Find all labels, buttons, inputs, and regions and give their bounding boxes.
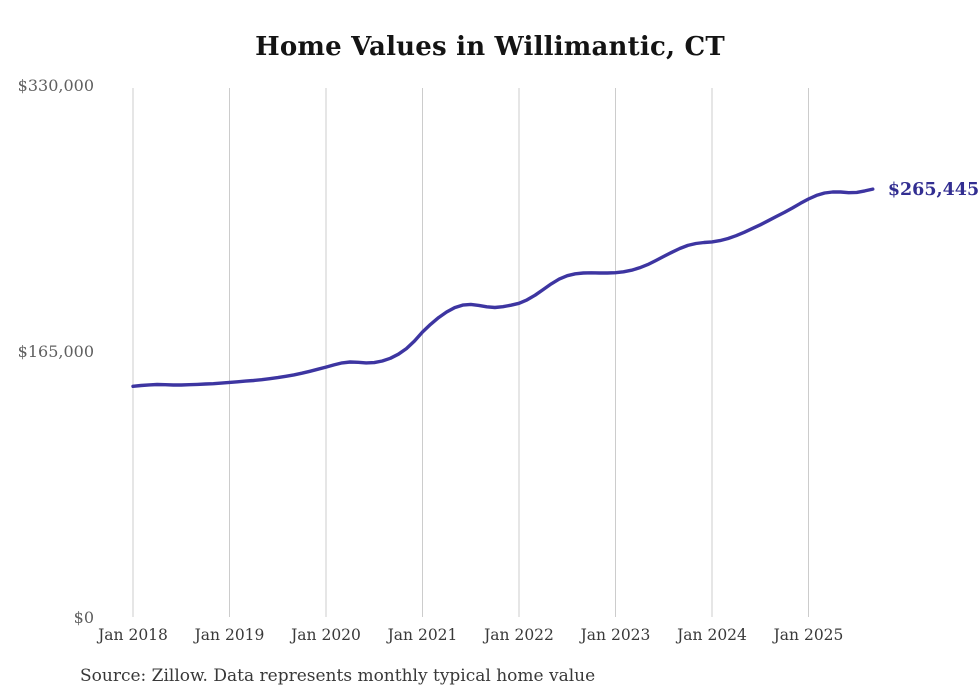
- source-note: Source: Zillow. Data represents monthly …: [80, 666, 596, 686]
- end-value-label: $265,445: [888, 180, 979, 200]
- x-axis-tick-label: Jan 2024: [675, 626, 747, 644]
- x-axis-tick-label: Jan 2025: [772, 626, 844, 644]
- y-axis-tick-label: $165,000: [18, 342, 94, 361]
- x-axis-tick-label: Jan 2021: [386, 626, 458, 644]
- x-axis-tick-label: Jan 2022: [482, 626, 554, 644]
- x-axis-tick-label: Jan 2020: [289, 626, 361, 644]
- x-axis-tick-label: Jan 2019: [193, 626, 265, 644]
- x-axis-tick-label: Jan 2018: [96, 626, 168, 644]
- home-value-series-line: [131, 187, 875, 388]
- chart-title: Home Values in Willimantic, CT: [255, 32, 725, 62]
- x-axis-tick-label: Jan 2023: [579, 626, 651, 644]
- y-axis-tick-label: $330,000: [18, 76, 94, 95]
- home-values-line-chart: $0 $165,000 $330,000 Jan 2018 Jan 2019 Jan 20…: [18, 76, 980, 644]
- y-axis-tick-label: $0: [74, 608, 94, 627]
